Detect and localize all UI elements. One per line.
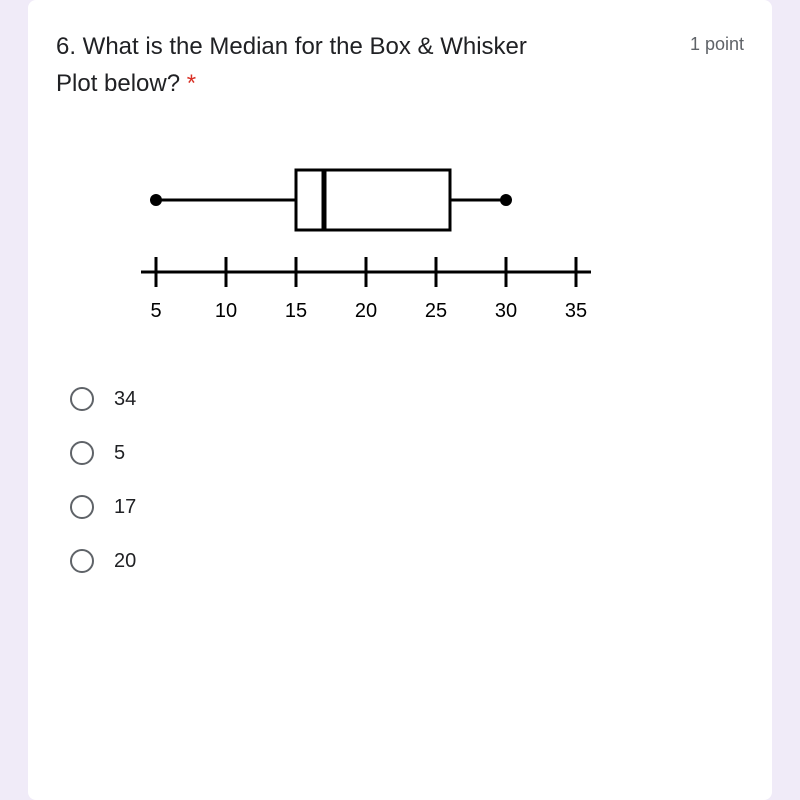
option-34[interactable]: 34 <box>70 387 744 411</box>
option-5[interactable]: 5 <box>70 441 744 465</box>
svg-text:30: 30 <box>495 300 517 322</box>
option-label: 17 <box>114 496 136 519</box>
answer-options: 34 5 17 20 <box>70 387 744 573</box>
radio-icon <box>70 549 94 573</box>
question-text: 6. What is the Median for the Box & Whis… <box>56 28 527 102</box>
question-line-2: Plot below? <box>56 70 180 97</box>
svg-text:35: 35 <box>565 300 587 322</box>
boxplot-svg: 5 10 15 20 25 30 35 <box>126 152 596 342</box>
radio-icon <box>70 387 94 411</box>
option-label: 20 <box>114 550 136 573</box>
option-20[interactable]: 20 <box>70 549 744 573</box>
box-whisker-plot: 5 10 15 20 25 30 35 <box>126 152 744 347</box>
question-line-1: 6. What is the Median for the Box & Whis… <box>56 33 527 60</box>
required-asterisk: * <box>187 70 196 97</box>
svg-text:15: 15 <box>285 300 307 322</box>
option-17[interactable]: 17 <box>70 495 744 519</box>
points-label: 1 point <box>690 28 744 55</box>
svg-text:5: 5 <box>150 300 161 322</box>
option-label: 34 <box>114 388 136 411</box>
radio-icon <box>70 495 94 519</box>
question-header: 6. What is the Median for the Box & Whis… <box>56 28 744 102</box>
svg-text:25: 25 <box>425 300 447 322</box>
svg-text:10: 10 <box>215 300 237 322</box>
svg-text:20: 20 <box>355 300 377 322</box>
option-label: 5 <box>114 442 125 465</box>
question-card: 6. What is the Median for the Box & Whis… <box>28 0 772 800</box>
radio-icon <box>70 441 94 465</box>
